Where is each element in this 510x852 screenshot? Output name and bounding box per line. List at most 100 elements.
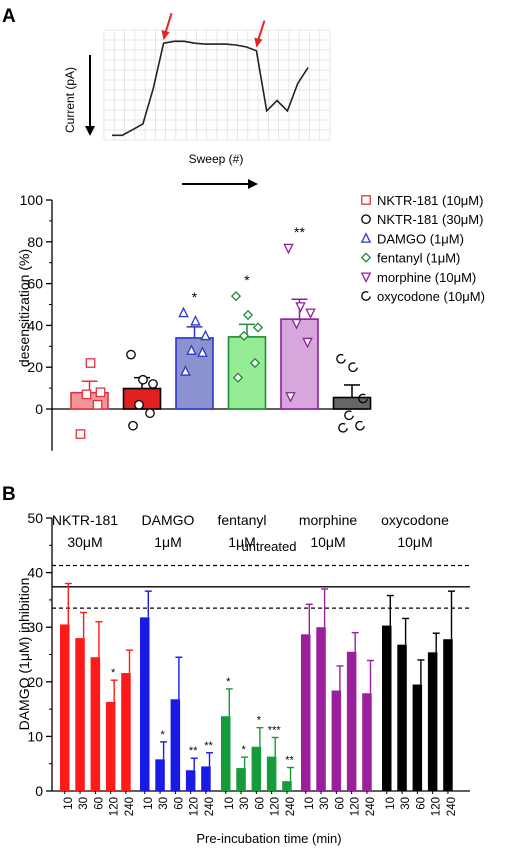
- inhibition-significance: *: [257, 715, 262, 727]
- legend-marker: [361, 195, 371, 205]
- group-name: oxycodone: [381, 512, 449, 528]
- desensitization-data-point: [138, 374, 148, 385]
- inhibition-bar: [185, 770, 196, 791]
- desensitization-data-point: [75, 429, 86, 439]
- inhibition-x-tick-label: 10: [224, 797, 236, 810]
- desensitization-data-point: [128, 420, 138, 431]
- inhibition-bar: [382, 625, 392, 791]
- inhibition-significance: *: [160, 729, 165, 741]
- inhibition-x-tick-label: 240: [446, 797, 458, 816]
- desensitization-data-point: [148, 379, 158, 389]
- inhibition-bar: [75, 638, 85, 791]
- inhibition-x-tick-label: 10: [63, 797, 75, 810]
- desensitization-data-point: [178, 306, 189, 318]
- trace-y-arrowhead: [85, 126, 95, 136]
- inhibition-bar: [331, 690, 342, 791]
- inhibition-x-tick-label: 60: [334, 797, 346, 810]
- inhibition-x-tick-label: 120: [109, 797, 121, 816]
- inhibition-x-tick-label: 10: [304, 797, 316, 810]
- inhibition-y-tick-label: 30: [27, 619, 43, 635]
- desensitization-data-point: [358, 393, 368, 404]
- legend-label: NKTR-181 (10μM): [377, 193, 483, 208]
- trace-markers: [161, 12, 266, 48]
- inhibition-x-tick-label: 240: [124, 797, 136, 816]
- group-concentration: 10μM: [310, 534, 345, 550]
- desensitization-data-point: [344, 410, 354, 421]
- desensitization-data-point: [92, 399, 103, 410]
- desensitization-data-point: [200, 329, 211, 341]
- inhibition-ylabel: DAMGO (1μM) inhibition: [16, 578, 32, 731]
- desensitization-data-point: [81, 389, 92, 400]
- group-name: morphine: [299, 512, 358, 528]
- inhibition-significance: **: [189, 745, 198, 757]
- group-concentration: 30μM: [67, 534, 102, 550]
- inhibition-bar-chart: 0 10 20 30 40 50 DAMGO (1μM) inhibition Pre-i…: [16, 510, 470, 846]
- untreated-label: untreated: [242, 539, 297, 554]
- inhibition-x-tick-label: 30: [158, 797, 170, 810]
- inhibition-x-tick-label: 30: [239, 797, 251, 810]
- desensitization-data-point: [302, 337, 313, 349]
- trace-peak-arrowhead: [254, 37, 263, 48]
- legend-label: NKTR-181 (30μM): [377, 212, 483, 227]
- desensitization-data-point: [348, 362, 358, 372]
- desensitization-data-point: [252, 322, 264, 333]
- inhibition-bar: [60, 624, 70, 791]
- desensitization-ylabel: desensitization (%): [16, 249, 32, 367]
- desensitization-data-point: [295, 302, 306, 313]
- desensitization-data-point: [242, 309, 254, 321]
- inhibition-significance: ***: [268, 724, 282, 736]
- inhibition-y-tick-label: 10: [27, 728, 43, 744]
- inhibition-xlabel: Pre-incubation time (min): [196, 831, 341, 846]
- desensitization-data-point: [232, 372, 244, 383]
- desensitization-bar: [227, 336, 267, 410]
- inhibition-x-tick-label: 60: [415, 797, 427, 810]
- desensitization-y-tick-label: 80: [27, 234, 43, 250]
- legend-label: fentanyl (1μM): [377, 251, 460, 266]
- trace-grid: [103, 29, 331, 141]
- legend-marker: [360, 252, 372, 263]
- trace-x-arrowhead: [248, 179, 258, 189]
- legend-marker: [360, 272, 372, 283]
- untreated-reference: untreated: [52, 539, 470, 609]
- desensitization-data-point: [186, 344, 197, 355]
- desensitization-data-point: [230, 291, 242, 302]
- inhibition-bar: [443, 639, 453, 791]
- desensitization-data-point: [190, 315, 201, 326]
- desensitization-data-point: [85, 358, 96, 368]
- panel-label-a: A: [2, 6, 16, 27]
- inhibition-bar: [251, 746, 262, 791]
- inhibition-significance: *: [111, 667, 116, 679]
- legend-label: DAMGO (1μM): [377, 231, 464, 246]
- desensitization-significance: *: [244, 272, 250, 288]
- desensitization-data-point: [145, 408, 155, 419]
- group-concentration: 1μM: [154, 534, 182, 550]
- inhibition-significance: **: [285, 755, 294, 767]
- inhibition-x-tick-label: 60: [173, 797, 185, 810]
- desensitization-bar: [332, 396, 372, 410]
- inhibition-bar: [282, 781, 292, 791]
- inhibition-bar: [105, 702, 116, 791]
- inhibition-bar: [346, 651, 357, 791]
- desensitization-y-tick-label: 40: [27, 317, 43, 333]
- inhibition-x-tick-label: 60: [254, 797, 266, 810]
- desensitization-data-point: [126, 349, 136, 360]
- trace-line: [112, 40, 309, 137]
- inhibition-bar: [316, 627, 326, 791]
- inhibition-bar: [301, 634, 311, 791]
- sweep-trace-chart: Current (pA) Sweep (#): [63, 12, 331, 189]
- group-name: fentanyl: [217, 512, 266, 528]
- desensitization-data-point: [180, 365, 191, 376]
- inhibition-y-tick-label: 50: [27, 510, 43, 526]
- inhibition-bar: [412, 684, 423, 791]
- desensitization-significance: **: [294, 224, 305, 240]
- legend-label: morphine (10μM): [377, 270, 476, 285]
- desensitization-data-point: [338, 422, 348, 433]
- panel-label-b: B: [2, 484, 16, 505]
- desensitization-data-point: [249, 357, 261, 369]
- inhibition-x-tick-label: 120: [189, 797, 201, 816]
- inhibition-significance: *: [226, 676, 231, 688]
- inhibition-x-tick-label: 30: [400, 797, 412, 810]
- desensitization-y-tick-label: 0: [35, 401, 43, 417]
